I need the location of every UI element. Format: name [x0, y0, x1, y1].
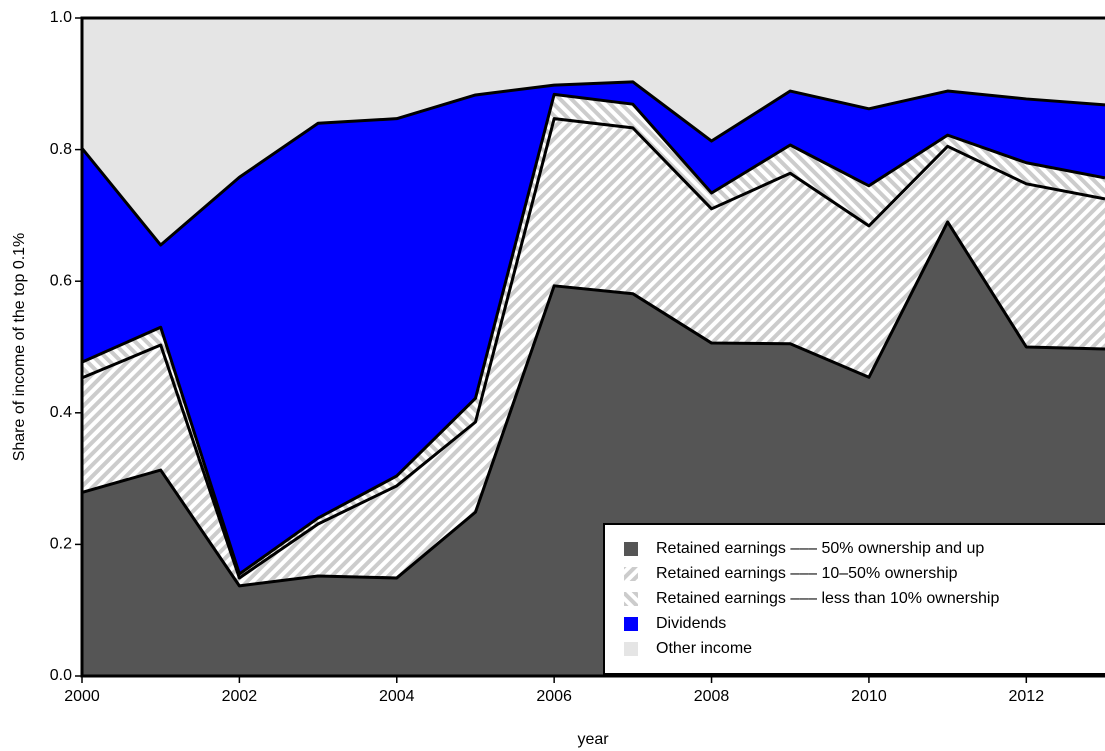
plot-frame [80, 16, 1105, 678]
legend-label: Retained earnings ––– 10–50% ownership [656, 565, 958, 582]
legend-swatch [624, 617, 638, 631]
area [82, 81, 1105, 575]
area-outline [82, 117, 1105, 580]
legend-swatch [624, 592, 638, 606]
legend-box [603, 523, 1105, 675]
legend-label: Dividends [656, 615, 726, 632]
legend: Retained earnings ––– 50% ownership and … [603, 523, 1105, 675]
axes: 0.0 0.2 0.4 0.6 0.8 1.0 2000 2002 2004 2006 2008 20… [50, 9, 1105, 705]
legend-label: Retained earnings ––– 50% ownership and … [656, 540, 984, 557]
x-tick-label: 2012 [1009, 688, 1045, 705]
x-tick-label: 2008 [694, 688, 730, 705]
y-tick-label: 0.8 [50, 141, 72, 158]
y-tick-label: 0.6 [50, 272, 72, 289]
y-tick-label: 1.0 [50, 9, 72, 26]
area-outline [82, 220, 1105, 588]
area-outline [82, 92, 1105, 576]
y-tick-label: 0.0 [50, 667, 72, 684]
area-outline [82, 80, 1105, 247]
x-tick-label: 2002 [222, 688, 258, 705]
x-tick-label: 2004 [379, 688, 415, 705]
x-axis-label: year [577, 731, 609, 748]
area [82, 118, 1105, 586]
x-tick-label: 2006 [536, 688, 572, 705]
x-tick-label: 2000 [64, 688, 100, 705]
x-tick-label: 2010 [851, 688, 887, 705]
area [82, 18, 1105, 246]
legend-label: Retained earnings ––– less than 10% owne… [656, 590, 999, 607]
legend-swatch [624, 542, 638, 556]
y-tick-label: 0.4 [50, 404, 72, 421]
legend-label: Other income [656, 640, 752, 657]
y-axis-label: Share of income of the top 0.1% [11, 233, 28, 462]
legend-swatch [624, 642, 638, 656]
legend-swatch [624, 567, 638, 581]
y-tick-label: 0.2 [50, 536, 72, 553]
